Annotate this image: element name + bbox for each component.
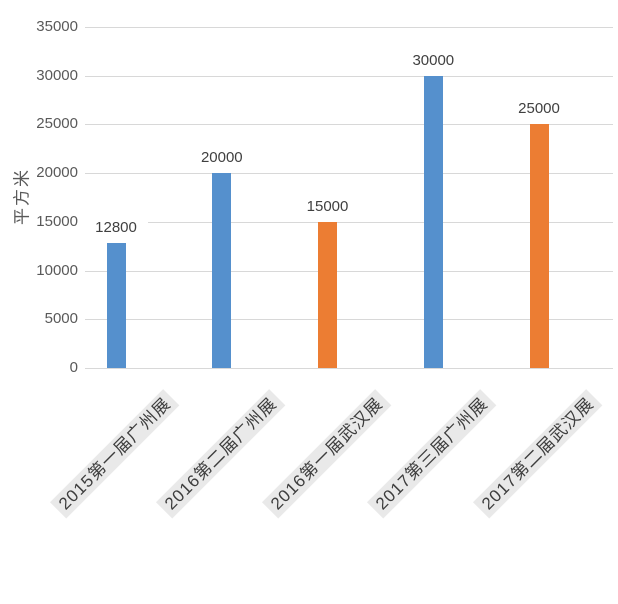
bar-value-label: 30000 (401, 51, 466, 70)
gridline (85, 75, 613, 77)
bar (318, 221, 337, 368)
y-tick-label: 5000 (44, 310, 78, 328)
gridline (85, 368, 613, 369)
bar-value-label: 15000 (295, 197, 360, 216)
bar (106, 243, 126, 368)
gridline (85, 221, 613, 223)
bar-value-label: 20000 (189, 149, 254, 168)
bar-value-label: 25000 (507, 100, 571, 119)
y-tick-label: 30000 (36, 66, 78, 84)
bar (529, 124, 549, 368)
y-tick-label: 15000 (36, 212, 78, 230)
bar (423, 75, 443, 368)
y-tick-label: 25000 (36, 115, 78, 133)
bar-value-label: 12800 (84, 219, 148, 238)
gridline (85, 319, 613, 321)
y-tick-label: 20000 (36, 164, 78, 182)
gridline (85, 270, 613, 272)
y-tick-label: 35000 (36, 18, 78, 35)
gridline (85, 27, 613, 28)
y-tick-label: 0 (69, 359, 78, 376)
y-tick-label: 10000 (36, 261, 78, 279)
gridline (85, 173, 613, 175)
gridline (85, 124, 613, 126)
bar (212, 173, 232, 368)
